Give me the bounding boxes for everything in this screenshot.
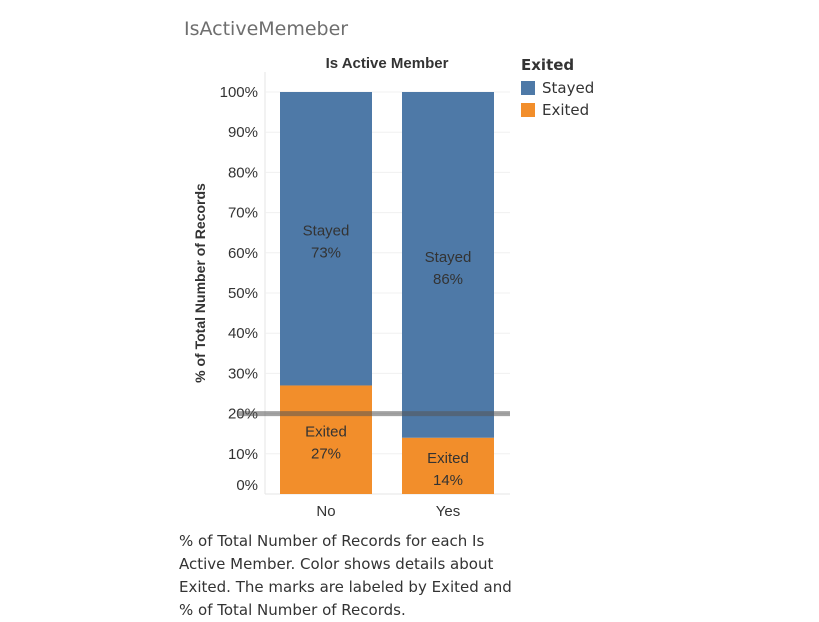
y-tick-label: 100% bbox=[220, 84, 258, 101]
y-tick-label: 50% bbox=[228, 285, 258, 302]
y-axis-label: % of Total Number of Records bbox=[192, 183, 208, 383]
bar-labels: Exited 27% Stayed 73% Exited 14% Stayed 86% bbox=[303, 223, 472, 489]
bar-label-series: Exited bbox=[305, 424, 347, 441]
x-category-label: No bbox=[316, 503, 335, 520]
y-tick-label: 40% bbox=[228, 325, 258, 342]
y-tick-label: 10% bbox=[228, 446, 258, 463]
y-axis-ticks: 0%10%20%30%40%50%60%70%80%90%100% bbox=[220, 84, 258, 494]
y-tick-label: 0% bbox=[236, 477, 258, 494]
bar-label-value: 86% bbox=[433, 271, 463, 288]
bar-label-value: 27% bbox=[311, 446, 341, 463]
bar-label-series: Exited bbox=[427, 450, 469, 467]
chart-caption: % of Total Number of Records for each Is… bbox=[179, 532, 512, 619]
bar-label-value: 73% bbox=[311, 245, 341, 262]
bar-segment-exited[interactable] bbox=[402, 437, 494, 494]
y-tick-label: 60% bbox=[228, 245, 258, 262]
legend: Exited Stayed Exited bbox=[521, 56, 594, 121]
legend-item-stayed[interactable]: Stayed bbox=[521, 77, 594, 99]
sheet-title: IsActiveMemeber bbox=[184, 18, 349, 40]
bar-label-series: Stayed bbox=[303, 223, 350, 240]
y-tick-label: 30% bbox=[228, 365, 258, 382]
bar-segment-exited[interactable] bbox=[280, 385, 372, 494]
chart-title: Is Active Member bbox=[326, 55, 449, 72]
y-tick-label: 90% bbox=[228, 124, 258, 141]
stacked-bar-chart: Is Active Member % of Total Number of Re… bbox=[192, 55, 510, 520]
bar-segment-stayed[interactable] bbox=[402, 92, 494, 438]
y-tick-label: 80% bbox=[228, 164, 258, 181]
bar-label-value: 14% bbox=[433, 472, 463, 489]
legend-label-stayed: Stayed bbox=[542, 79, 595, 97]
legend-item-exited[interactable]: Exited bbox=[521, 99, 594, 121]
y-tick-label: 70% bbox=[228, 205, 258, 222]
x-axis-categories: No Yes bbox=[316, 503, 460, 520]
legend-title: Exited bbox=[521, 56, 575, 74]
x-category-label: Yes bbox=[436, 503, 460, 520]
legend-swatch-stayed bbox=[521, 81, 535, 95]
bars bbox=[280, 92, 494, 494]
legend-label-exited: Exited bbox=[542, 101, 590, 119]
legend-swatch-exited bbox=[521, 103, 535, 117]
bar-segment-stayed[interactable] bbox=[280, 92, 372, 386]
bar-label-series: Stayed bbox=[425, 249, 472, 266]
